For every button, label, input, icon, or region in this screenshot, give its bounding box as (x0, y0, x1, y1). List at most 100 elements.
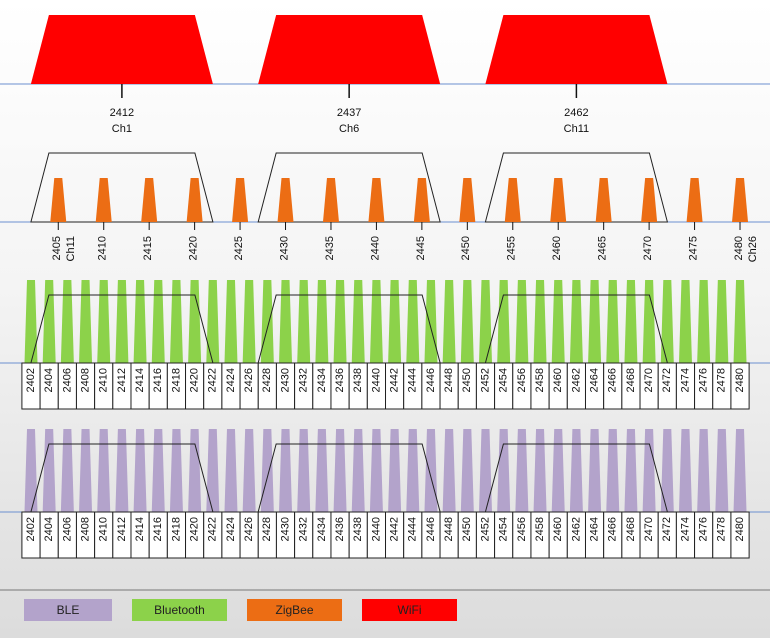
ble-channel-bar (97, 429, 111, 512)
bluetooth-channel-bar (242, 280, 256, 363)
ble-channel-bar (297, 429, 311, 512)
bluetooth-freq-label: 2444 (407, 368, 419, 392)
bluetooth-channel-bar (460, 280, 474, 363)
bluetooth-channel-bar (351, 280, 365, 363)
ble-channel-bar (260, 429, 274, 512)
zigbee-freq-label: 2470 (642, 236, 654, 260)
ble-channel-bar (79, 429, 93, 512)
ble-freq-label: 2428 (261, 517, 273, 541)
bluetooth-freq-label: 2432 (298, 368, 310, 392)
wifi-channel-block (258, 15, 441, 84)
bluetooth-channel-bar (333, 280, 347, 363)
bluetooth-channel-bar (678, 280, 692, 363)
bluetooth-channel-bar (188, 280, 202, 363)
wifi-freq-label: 2437 (337, 107, 361, 119)
ble-channel-bar (351, 429, 365, 512)
zigbee-freq-label: 2465 (597, 236, 609, 260)
bluetooth-channel-bar (442, 280, 456, 363)
bluetooth-channel-bar (42, 280, 56, 363)
legend-ble: BLE (24, 599, 112, 621)
ble-channel-bar (242, 429, 256, 512)
bluetooth-freq-label: 2464 (588, 368, 600, 392)
bluetooth-freq-label: 2424 (225, 368, 237, 392)
bluetooth-channel-bar (315, 280, 329, 363)
ble-freq-label: 2480 (734, 517, 746, 541)
ble-channel-bar (624, 429, 638, 512)
zigbee-channel-marker (141, 178, 158, 222)
bluetooth-freq-label: 2408 (79, 368, 91, 392)
bluetooth-channel-bar (515, 280, 529, 363)
legend-zigbee: ZigBee (247, 599, 342, 621)
ble-freq-label: 2430 (279, 517, 291, 541)
ble-channel-bar (678, 429, 692, 512)
legend-wifi: WiFi (362, 599, 457, 621)
ble-freq-label: 2436 (334, 517, 346, 541)
ble-freq-label: 2454 (498, 517, 510, 541)
ble-freq-label: 2420 (189, 517, 201, 541)
legend-zigbee-label: ZigBee (275, 603, 314, 617)
ble-freq-label: 2402 (25, 517, 37, 541)
legend-bluetooth: Bluetooth (132, 599, 227, 621)
ble-freq-label: 2424 (225, 517, 237, 541)
ble-freq-label: 2464 (588, 517, 600, 541)
bluetooth-freq-label: 2472 (661, 368, 673, 392)
ble-freq-label: 2476 (698, 517, 710, 541)
bluetooth-freq-label: 2402 (25, 368, 37, 392)
ble-channel-bar (588, 429, 602, 512)
ble-freq-label: 2474 (679, 517, 691, 541)
ble-channel-bar (206, 429, 220, 512)
bluetooth-channel-bar (133, 280, 147, 363)
ble-freq-label: 2452 (479, 517, 491, 541)
zigbee-channel-marker (50, 178, 67, 222)
bluetooth-channel-bar (569, 280, 583, 363)
bluetooth-channel-bar (79, 280, 93, 363)
bluetooth-freq-label: 2480 (734, 368, 746, 392)
ble-band: 2402 2404 2406 2408 2410 2412 2414 2416 2418 2420… (0, 429, 770, 559)
ble-channel-bar (551, 429, 565, 512)
zigbee-channel-marker (595, 178, 612, 222)
ble-freq-label: 2404 (43, 517, 55, 541)
bluetooth-freq-label: 2434 (316, 368, 328, 392)
ble-freq-label: 2468 (625, 517, 637, 541)
bluetooth-freq-label: 2460 (552, 368, 564, 392)
ble-channel-bar (424, 429, 438, 512)
ble-freq-label: 2458 (534, 517, 546, 541)
bluetooth-freq-label: 2436 (334, 368, 346, 392)
bluetooth-freq-label: 2456 (516, 368, 528, 392)
bluetooth-freq-label: 2422 (207, 368, 219, 392)
bluetooth-freq-label: 2458 (534, 368, 546, 392)
zigbee-channel-marker (368, 178, 385, 222)
ble-freq-label: 2406 (61, 517, 73, 541)
bluetooth-freq-label: 2440 (370, 368, 382, 392)
zigbee-channel-marker (550, 178, 567, 222)
wifi-channel-label: Ch11 (564, 123, 589, 135)
bluetooth-freq-cell (730, 362, 750, 410)
zigbee-channel-marker (322, 178, 339, 222)
bluetooth-channel-bar (388, 280, 402, 363)
ble-freq-label: 2448 (443, 517, 455, 541)
wifi-channel-block (30, 15, 213, 84)
ble-freq-label: 2412 (116, 517, 128, 541)
ble-channel-bar (660, 429, 674, 512)
ble-channel-bar (606, 429, 620, 512)
ble-channel-bar (42, 429, 56, 512)
bluetooth-freq-label: 2454 (498, 368, 510, 392)
zigbee-channel-marker (186, 178, 203, 222)
zigbee-channel-marker (413, 178, 430, 222)
ble-freq-label: 2438 (352, 517, 364, 541)
ble-channel-bar (60, 429, 74, 512)
zigbee-freq-label: 2405 (51, 236, 63, 260)
ble-freq-label: 2408 (79, 517, 91, 541)
wifi-channel-label: Ch6 (339, 123, 359, 135)
bluetooth-channel-bar (369, 280, 383, 363)
ble-freq-label: 2450 (461, 517, 473, 541)
zigbee-channel-marker (277, 178, 294, 222)
zigbee-channel-marker (459, 178, 476, 222)
bluetooth-freq-label: 2446 (425, 368, 437, 392)
bluetooth-channel-bar (406, 280, 420, 363)
zigbee-freq-label: 2460 (551, 236, 563, 260)
ble-channel-bar (733, 429, 747, 512)
ble-freq-label: 2434 (316, 517, 328, 541)
bluetooth-channel-bar (533, 280, 547, 363)
bluetooth-freq-label: 2476 (698, 368, 710, 392)
